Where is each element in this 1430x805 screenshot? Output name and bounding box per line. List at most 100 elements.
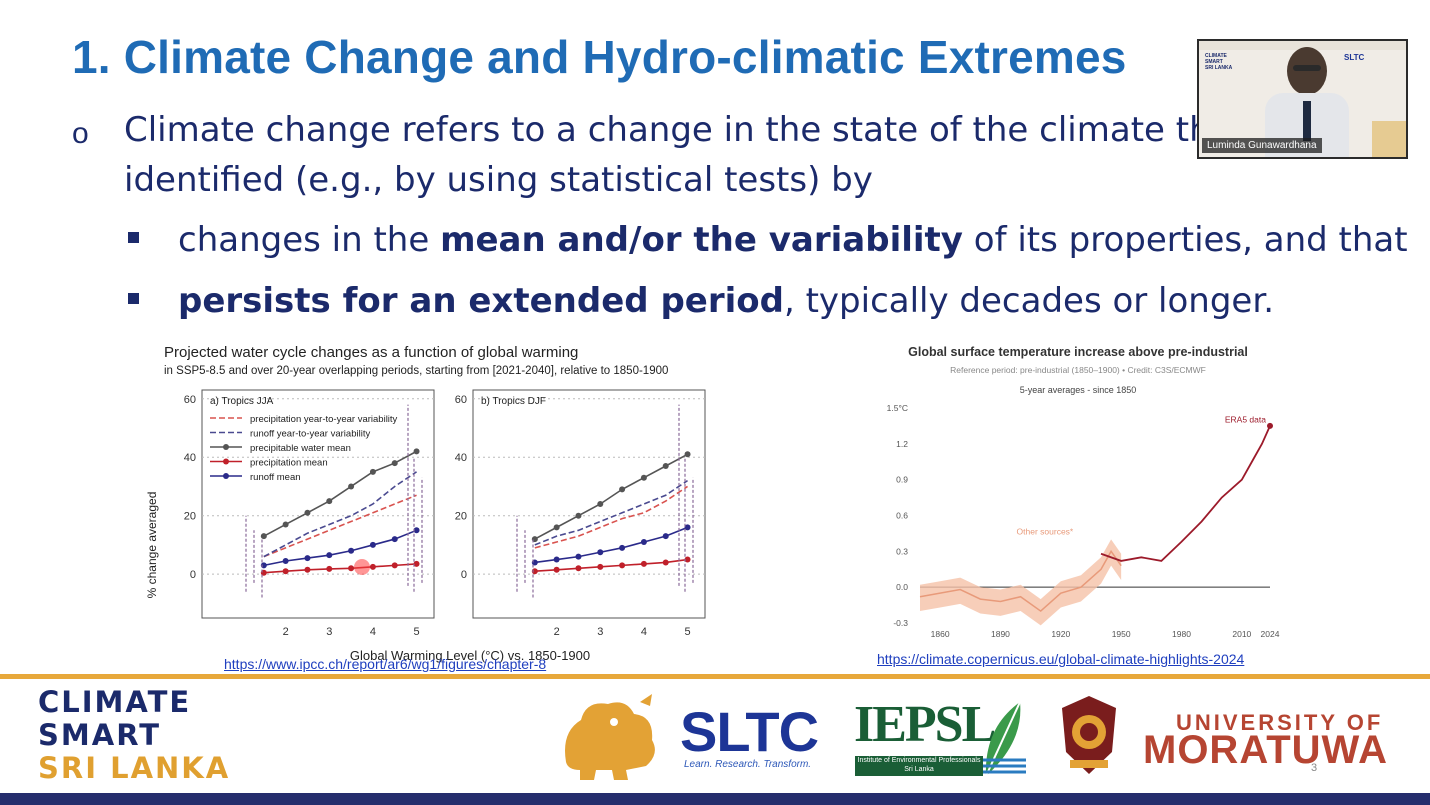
chart2-title: Global surface temperature increase abov…	[908, 345, 1248, 359]
chart1-point	[684, 556, 691, 563]
page-number: 3	[1311, 762, 1318, 774]
chart1-ytick: 20	[455, 511, 467, 523]
chart1-series-line	[263, 494, 417, 558]
chart1-point	[326, 498, 333, 505]
footer-gold-divider	[0, 674, 1430, 679]
chart1-point	[597, 549, 604, 556]
chart2-uncertainty-band	[920, 539, 1122, 626]
chart1-point	[326, 552, 333, 559]
university-of-text: UNIVERSITY OF	[1176, 710, 1384, 735]
video-ornament	[1372, 121, 1406, 157]
chart1-point	[282, 568, 289, 575]
university-crest-icon	[1062, 696, 1116, 774]
chart2-xtick: 1860	[931, 629, 950, 639]
footer-navy-bar	[0, 793, 1430, 805]
chart1-point	[575, 565, 582, 572]
chart1-panel-frame	[201, 389, 435, 619]
video-banner	[1199, 41, 1406, 50]
ipcc-water-cycle-chart: Projected water cycle changes as a funct…	[145, 344, 706, 663]
chart2-subtitle2: 5-year averages - since 1850	[1020, 385, 1137, 395]
chart1-point	[553, 566, 560, 573]
chart2-xtick: 2024	[1261, 629, 1280, 639]
chart1-point	[619, 544, 626, 551]
chart1-panel-label: a) Tropics JJA	[210, 396, 274, 407]
chart1-point	[597, 501, 604, 507]
chart1-ytick: 40	[184, 452, 196, 464]
chart1-panel-frame	[472, 389, 706, 619]
chart1-ytick: 40	[455, 452, 467, 464]
chart1-series-line	[263, 471, 417, 558]
climate-smart-logo: CLIMATE SMART SRI LANKA	[38, 685, 231, 785]
chart2-ytick: 1.2	[896, 439, 908, 449]
sltc-tagline: Learn. Research. Transform.	[684, 759, 812, 770]
chart1-point	[391, 536, 398, 543]
chart1-legend-dot	[223, 444, 229, 450]
video-sltc-text: SLTC	[1344, 53, 1365, 62]
chart1-ytick: 0	[461, 569, 467, 581]
chart1-point	[413, 560, 420, 567]
chart2-era5-endpoint	[1267, 422, 1273, 429]
chart1-series-line	[534, 479, 688, 546]
chart2-ytick: 0.9	[896, 475, 908, 485]
chart1-legend-dot	[223, 473, 229, 479]
chart1-point	[619, 486, 626, 493]
presenter-video[interactable]: CLIMATE SMART SRI LANKA SLTC Luminda Gunaw…	[1197, 39, 1408, 159]
chart2-ytick: 0.0	[896, 582, 908, 592]
chart2-xtick: 1890	[991, 629, 1010, 639]
chart1-point	[282, 521, 289, 528]
chart1-point	[662, 559, 669, 566]
chart1-legend-label: precipitation mean	[250, 458, 328, 469]
chart2-xtick: 2010	[1232, 629, 1251, 639]
cursor-highlight-icon	[354, 559, 370, 575]
chart2-xtick: 1950	[1112, 629, 1131, 639]
chart1-series-line	[534, 485, 688, 549]
video-cs-logo: CLIMATE SMART SRI LANKA	[1205, 53, 1233, 71]
square-bullet-icon	[128, 232, 139, 243]
chart1-legend-label: runoff mean	[250, 472, 301, 483]
chart1-xtick: 3	[326, 626, 332, 638]
chart1-point	[413, 448, 420, 455]
presenter-tie	[1303, 101, 1311, 141]
chart1-point	[640, 474, 647, 481]
chart1-point	[369, 563, 376, 570]
chart2-other-sources-line	[919, 549, 1122, 613]
chart1-point	[575, 512, 582, 519]
chart2-other-sources-label: Other sources*	[1017, 527, 1074, 537]
chart1-point	[326, 565, 333, 572]
chart1-point	[597, 563, 604, 570]
bullet1-line1: Climate change refers to a change in the…	[124, 110, 1370, 150]
chart1-point	[684, 524, 691, 531]
chart1-point	[553, 524, 560, 531]
chart1-point	[348, 483, 355, 490]
chart1-series-line	[263, 563, 417, 574]
glasses-icon	[1293, 65, 1321, 71]
chart2-xtick: 1920	[1051, 629, 1070, 639]
sub-bullet-1: changes in the mean and/or the variabili…	[178, 220, 1408, 260]
chart1-point	[391, 460, 398, 467]
chart1-legend-dot	[223, 458, 229, 465]
moratuwa-text: MORATUWA	[1143, 728, 1388, 772]
chart1-series-line	[534, 558, 688, 573]
chart1-point	[282, 558, 289, 564]
copernicus-link[interactable]: https://climate.copernicus.eu/global-cli…	[877, 651, 1245, 667]
chart1-point	[619, 562, 626, 569]
chart1-point	[369, 541, 376, 548]
chart1-point	[640, 539, 647, 545]
chart1-xtick: 5	[413, 626, 419, 638]
chart1-ytick: 20	[184, 511, 196, 523]
leaf-emblem-icon	[980, 701, 1026, 777]
chart1-point	[348, 565, 355, 572]
ipcc-link[interactable]: https://www.ipcc.ch/report/ar6/wg1/figur…	[224, 656, 547, 672]
sub-bullet-2: persists for an extended period, typical…	[178, 281, 1275, 321]
chart1-point	[662, 463, 669, 469]
chart2-ytick: -0.3	[893, 618, 908, 628]
chart1-panel-label: b) Tropics DJF	[481, 396, 546, 407]
chart1-ytick: 60	[184, 394, 196, 406]
chart1-legend-label: precipitable water mean	[250, 443, 351, 454]
chart2-ytick: 0.3	[896, 546, 908, 556]
chart1-ytick: 0	[190, 569, 196, 581]
chart2-ytick: 0.6	[896, 511, 908, 521]
chart1-point	[304, 566, 311, 573]
chart1-point	[575, 553, 582, 560]
chart2-era5-label: ERA5 data	[1225, 414, 1266, 424]
